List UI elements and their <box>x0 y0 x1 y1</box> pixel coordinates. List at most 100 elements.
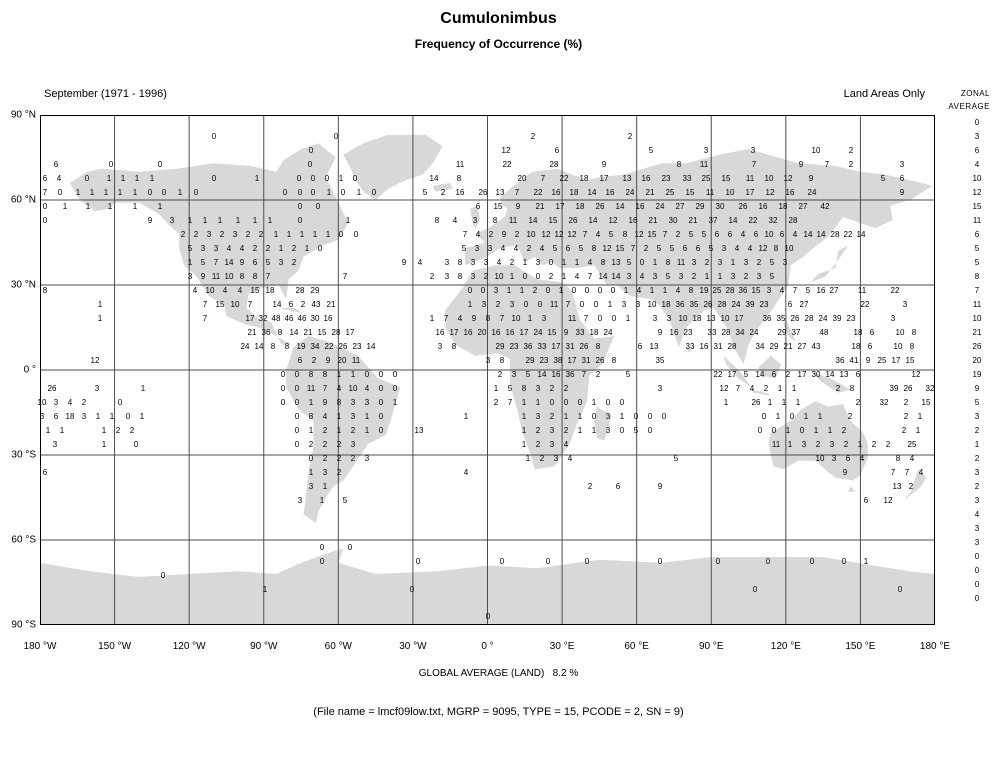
grid-value: 3 <box>829 440 835 449</box>
grid-value: 13 <box>611 258 621 267</box>
grid-value: 1 <box>95 412 101 421</box>
grid-value: 4 <box>239 244 245 253</box>
grid-value: 23 <box>759 300 769 309</box>
grid-value: 3 <box>549 440 555 449</box>
grid-value: 5 <box>633 426 639 435</box>
grid-value: 1 <box>785 426 791 435</box>
grid-value: 4 <box>749 384 755 393</box>
grid-value: 2 <box>756 258 762 267</box>
zonal-header-line1: ZONAL <box>960 89 990 98</box>
grid-value: 10 <box>764 230 774 239</box>
grid-value: 10 <box>526 230 536 239</box>
grid-value: 5 <box>880 174 886 183</box>
grid-value: 1 <box>525 454 531 463</box>
grid-value: 3 <box>750 146 756 155</box>
grid-value: 7 <box>582 230 588 239</box>
grid-value: 17 <box>519 328 529 337</box>
grid-value: 0 <box>752 585 758 594</box>
grid-value: 0 <box>280 398 286 407</box>
grid-value: 18 <box>692 314 702 323</box>
grid-value: 0 <box>591 412 597 421</box>
grid-value: 2 <box>245 230 251 239</box>
grid-value: 7 <box>565 300 571 309</box>
grid-value: 4 <box>513 244 519 253</box>
zonal-average-value: 15 <box>972 202 982 211</box>
grid-value: 0 <box>160 571 166 580</box>
grid-value: 5 <box>701 230 707 239</box>
grid-value: 13 <box>706 314 716 323</box>
grid-value: 3 <box>652 314 658 323</box>
grid-value: 17 <box>797 370 807 379</box>
grid-value: 14 <box>816 230 826 239</box>
zonal-average-value: 7 <box>974 286 980 295</box>
grid-value: 1 <box>521 426 527 435</box>
grid-value: 7 <box>202 314 208 323</box>
grid-value: 0 <box>294 370 300 379</box>
lon-tick-label: 180 °E <box>919 641 951 652</box>
grid-value: 46 <box>284 314 294 323</box>
grid-value: 12 <box>783 174 793 183</box>
grid-value: 12 <box>554 230 564 239</box>
grid-value: 2 <box>539 454 545 463</box>
grid-value: 22 <box>748 216 758 225</box>
grid-value: 2 <box>291 258 297 267</box>
grid-value: 0 <box>577 398 583 407</box>
grid-value: 0 <box>211 132 217 141</box>
lon-tick-label: 60 °E <box>624 641 649 652</box>
grid-value: 11 <box>676 258 686 267</box>
grid-value: 2 <box>908 482 914 491</box>
grid-value: 7 <box>247 300 253 309</box>
grid-value: 2 <box>535 426 541 435</box>
grid-value: 0 <box>324 174 330 183</box>
grid-value: 16 <box>785 188 795 197</box>
grid-value: 23 <box>509 342 519 351</box>
grid-value: 1 <box>775 412 781 421</box>
grid-value: 4 <box>496 258 502 267</box>
grid-value: 8 <box>611 356 617 365</box>
grid-value: 8 <box>457 258 463 267</box>
grid-value: 1 <box>187 258 193 267</box>
grid-value: 30 <box>715 202 725 211</box>
zonal-average-value: 1 <box>974 440 980 449</box>
zonal-average-value: 5 <box>974 258 980 267</box>
grid-value: 0 <box>647 426 653 435</box>
grid-value: 34 <box>755 342 765 351</box>
grid-value: 1 <box>103 188 109 197</box>
grid-value: 14 <box>254 342 264 351</box>
grid-value: 4 <box>574 272 580 281</box>
grid-value: 8 <box>336 398 342 407</box>
grid-value: 0 <box>647 412 653 421</box>
grid-value: 4 <box>675 286 681 295</box>
grid-value: 16 <box>463 328 473 337</box>
grid-value: 1 <box>262 585 268 594</box>
grid-value: 1 <box>299 230 305 239</box>
grid-value: 1 <box>591 398 597 407</box>
grid-value: 8 <box>911 328 917 337</box>
grid-value: 29 <box>525 356 535 365</box>
grid-value: 30 <box>811 370 821 379</box>
world-map <box>40 115 935 625</box>
grid-value: 8 <box>688 286 694 295</box>
grid-value: 0 <box>610 286 616 295</box>
grid-value: 0 <box>193 188 199 197</box>
zonal-average-value: 3 <box>974 132 980 141</box>
grid-value: 2 <box>548 272 554 281</box>
grid-value: 3 <box>766 286 772 295</box>
grid-value: 32 <box>258 314 268 323</box>
grid-value: 0 <box>549 398 555 407</box>
grid-value: 4 <box>587 258 593 267</box>
grid-value: 1 <box>187 216 193 225</box>
grid-value: 12 <box>765 188 775 197</box>
grid-value: 2 <box>530 132 536 141</box>
grid-value: 9 <box>657 328 663 337</box>
grid-value: 8 <box>676 160 682 169</box>
grid-value: 1 <box>521 440 527 449</box>
grid-value: 8 <box>322 370 328 379</box>
grid-value: 1 <box>97 314 103 323</box>
grid-value: 2 <box>252 244 258 253</box>
grid-value: 3 <box>678 272 684 281</box>
zonal-average-value: 5 <box>974 398 980 407</box>
grid-value: 3 <box>187 272 193 281</box>
zonal-average-value: 2 <box>974 426 980 435</box>
grid-value: 8 <box>434 216 440 225</box>
